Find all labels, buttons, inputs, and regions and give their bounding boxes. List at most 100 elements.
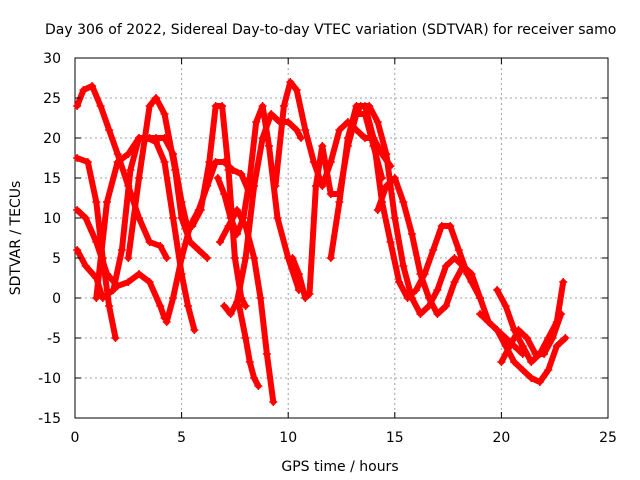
x-tick-label: 5 — [177, 430, 186, 446]
data-point — [518, 342, 527, 350]
data-point — [134, 270, 143, 278]
y-tick-label: 25 — [43, 91, 61, 107]
data-point — [162, 318, 171, 326]
data-point — [220, 190, 229, 198]
data-point — [356, 102, 365, 110]
data-point — [544, 366, 553, 374]
data-point — [213, 174, 222, 182]
data-point — [102, 270, 111, 278]
series-arc-12 — [235, 302, 263, 390]
series-line — [125, 95, 211, 261]
data-point — [205, 158, 214, 166]
data-point — [429, 246, 438, 254]
data-point — [514, 326, 523, 334]
data-point — [92, 198, 101, 206]
data-point — [162, 254, 171, 262]
y-tick-label: 20 — [43, 131, 61, 147]
data-point — [96, 102, 105, 110]
data-point — [437, 222, 446, 230]
data-point — [109, 286, 118, 294]
data-point — [188, 222, 197, 230]
data-point — [518, 366, 527, 374]
series-line — [236, 303, 262, 389]
data-point — [369, 134, 378, 142]
data-point — [292, 126, 301, 134]
data-point — [552, 342, 561, 350]
data-point — [81, 262, 90, 270]
data-point — [230, 254, 239, 262]
y-tick-label: -5 — [47, 331, 61, 347]
y-tick-label: -10 — [38, 371, 61, 387]
data-point — [226, 214, 235, 222]
data-point — [218, 102, 227, 110]
data-point — [467, 270, 476, 278]
data-point — [476, 310, 485, 318]
data-point — [505, 342, 514, 350]
data-point — [459, 262, 468, 270]
data-point — [390, 174, 399, 182]
data-point — [113, 150, 122, 158]
data-point — [559, 278, 568, 286]
data-point — [279, 102, 288, 110]
data-point — [88, 82, 97, 90]
data-point — [288, 254, 297, 262]
data-point — [134, 174, 143, 182]
data-point — [360, 134, 369, 142]
data-point — [156, 242, 165, 250]
data-point — [335, 198, 344, 206]
data-point — [441, 262, 450, 270]
data-point — [454, 246, 463, 254]
data-point — [292, 86, 301, 94]
data-point — [416, 270, 425, 278]
data-point — [113, 158, 122, 166]
data-point — [183, 302, 192, 310]
data-point — [399, 262, 408, 270]
data-point — [296, 134, 305, 142]
data-point — [105, 126, 114, 134]
data-point — [233, 230, 242, 238]
data-point — [124, 150, 133, 158]
data-point — [510, 358, 519, 366]
data-point — [145, 102, 154, 110]
data-point — [446, 222, 455, 230]
grid-lines — [75, 58, 608, 418]
data-point — [250, 374, 259, 382]
data-point — [273, 214, 282, 222]
data-point — [365, 102, 374, 110]
data-point — [433, 286, 442, 294]
data-point — [441, 302, 450, 310]
data-point — [373, 118, 382, 126]
data-point — [557, 310, 566, 318]
data-point — [284, 118, 293, 126]
data-point — [224, 166, 233, 174]
data-point — [152, 134, 161, 142]
x-tick-label: 0 — [71, 430, 80, 446]
data-point — [73, 206, 82, 214]
data-point — [294, 270, 303, 278]
data-point — [501, 302, 510, 310]
data-point — [450, 278, 459, 286]
data-point — [102, 198, 111, 206]
data-point — [301, 294, 310, 302]
data-point — [156, 302, 165, 310]
data-point — [527, 358, 536, 366]
data-point — [241, 334, 250, 342]
data-point — [160, 158, 169, 166]
data-point — [561, 334, 570, 342]
data-point — [92, 294, 101, 302]
tick-marks — [74, 57, 609, 419]
data-point — [265, 142, 274, 150]
data-point — [194, 246, 203, 254]
data-point — [271, 182, 280, 190]
data-point — [311, 182, 320, 190]
y-tick-label: 15 — [43, 171, 61, 187]
data-point — [169, 294, 178, 302]
series-line — [214, 103, 302, 293]
data-point — [531, 350, 540, 358]
data-point — [169, 214, 178, 222]
data-point — [215, 238, 224, 246]
x-tick-label: 20 — [492, 430, 510, 446]
data-point — [220, 302, 229, 310]
data-point — [262, 350, 271, 358]
